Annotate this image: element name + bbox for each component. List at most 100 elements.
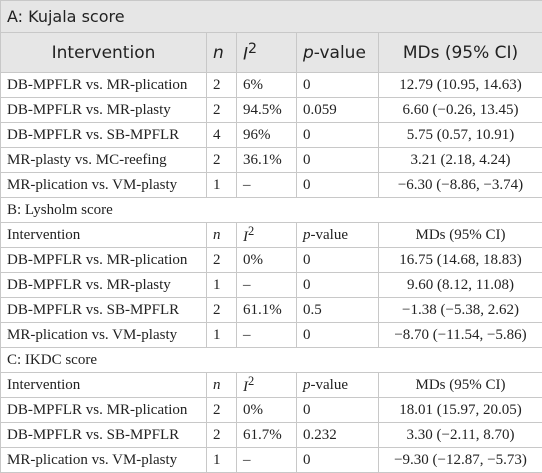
table-cell: DB-MPFLR vs. SB-MPFLR	[0, 122, 207, 148]
table-cell: MR-plication vs. VM-plasty	[0, 172, 207, 198]
table-cell: DB-MPFLR vs. MR-plasty	[0, 272, 207, 298]
table-cell: 2	[206, 72, 237, 98]
table-cell: 0	[296, 122, 379, 148]
table-cell: 2	[206, 147, 237, 173]
table-cell: MR-plasty vs. MC-reefing	[0, 147, 207, 173]
header-cell: Intervention	[0, 222, 207, 248]
table-cell: 0.232	[296, 422, 379, 448]
header-cell: I2	[236, 32, 297, 73]
section-title-row: B: Lysholm score	[0, 197, 542, 223]
table-cell: 1	[206, 447, 237, 473]
table-cell: 0	[296, 72, 379, 98]
header-cell: p-value	[296, 372, 379, 398]
header-text: p	[303, 42, 314, 63]
table-cell: 0	[296, 172, 379, 198]
table-cell: DB-MPFLR vs. MR-plasty	[0, 97, 207, 123]
header-cell: MDs (95% CI)	[377, 372, 542, 398]
header-text: -value	[310, 376, 348, 393]
header-cell: MDs (95% CI)	[377, 32, 542, 73]
data-row: MR-plication vs. VM-plasty 1–0 −9.30 (−12.…	[0, 447, 542, 473]
header-text: -value	[313, 42, 366, 63]
data-row: DB-MPFLR vs. MR-plication 2 0% 0 16.75 (14.6…	[0, 247, 542, 273]
data-row: MR-plasty vs. MC-reefing 2 36.1% 0 3.21 (2.1…	[0, 147, 542, 173]
table-cell: 3.30 (−2.11, 8.70)	[377, 422, 542, 448]
table-cell: 18.01 (15.97, 20.05)	[377, 397, 542, 423]
table-cell: DB-MPFLR vs. MR-plication	[0, 247, 207, 273]
data-row: DB-MPFLR vs. SB-MPFLR 4 96% 0 5.75 (0.57, 10…	[0, 122, 542, 148]
table-cell: 0%	[236, 397, 297, 423]
header-text: -value	[310, 226, 348, 243]
table-cell: 3.21 (2.18, 4.24)	[377, 147, 542, 173]
header-cell: p-value	[296, 32, 379, 73]
table-cell: 12.79 (10.95, 14.63)	[377, 72, 542, 98]
header-text: I	[243, 379, 248, 395]
table-cell: 0	[296, 272, 379, 298]
section-title-row: C: IKDC score	[0, 347, 542, 373]
table-cell: 61.1%	[236, 297, 297, 323]
table-cell: 0%	[236, 247, 297, 273]
table-cell: 5.75 (0.57, 10.91)	[377, 122, 542, 148]
table-cell: –	[236, 172, 297, 198]
header-sup: 2	[248, 224, 255, 238]
header-cell: MDs (95% CI)	[377, 222, 542, 248]
table-cell: 6%	[236, 72, 297, 98]
table-cell: –	[236, 322, 297, 348]
data-row: MR-plication vs. VM-plasty 1–0 −6.30 (−8.8…	[0, 172, 542, 198]
table-cell: 96%	[236, 122, 297, 148]
table-cell: −1.38 (−5.38, 2.62)	[377, 297, 542, 323]
header-cell: n	[206, 222, 237, 248]
data-row: DB-MPFLR vs. MR-plasty 1–0 9.60 (8.12, 11.…	[0, 272, 542, 298]
header-sup: 2	[248, 374, 255, 388]
table-cell: 0.059	[296, 97, 379, 123]
header-row: Intervention n I2 p-value MDs (95% CI)	[0, 372, 542, 398]
table-cell: 2	[206, 422, 237, 448]
header-row: Intervention n I2 p-value MDs (95% CI)	[0, 222, 542, 248]
table-cell: 0	[296, 447, 379, 473]
data-row: DB-MPFLR vs. MR-plication 2 0% 0 18.01 (15.9…	[0, 397, 542, 423]
table-cell: DB-MPFLR vs. MR-plication	[0, 397, 207, 423]
data-row: MR-plication vs. VM-plasty 1–0 −8.70 (−11.…	[0, 322, 542, 348]
table-cell: 0.5	[296, 297, 379, 323]
table-cell: MR-plication vs. VM-plasty	[0, 322, 207, 348]
header-cell: p-value	[296, 222, 379, 248]
header-cell: n	[206, 32, 237, 73]
table-cell: 9.60 (8.12, 11.08)	[377, 272, 542, 298]
table-cell: 0	[296, 322, 379, 348]
table-cell: 0	[296, 397, 379, 423]
table-cell: 36.1%	[236, 147, 297, 173]
header-text: n	[213, 42, 224, 63]
table-cell: 6.60 (−0.26, 13.45)	[377, 97, 542, 123]
header-text: p	[303, 226, 311, 243]
table-cell: −9.30 (−12.87, −5.73)	[377, 447, 542, 473]
header-text: n	[213, 226, 221, 243]
table-cell: −6.30 (−8.86, −3.74)	[377, 172, 542, 198]
table-cell: 2	[206, 397, 237, 423]
table-cell: 0	[296, 247, 379, 273]
table-cell: 1	[206, 272, 237, 298]
header-text: I	[243, 229, 248, 245]
data-row: DB-MPFLR vs. MR-plication 2 6% 0 12.79 (10.9…	[0, 72, 542, 98]
table-cell: 4	[206, 122, 237, 148]
table-cell: 61.7%	[236, 422, 297, 448]
table-cell: 1	[206, 322, 237, 348]
section-title-row: A: Kujala score	[0, 0, 542, 33]
header-sup: 2	[248, 40, 258, 57]
section-title: B: Lysholm score	[0, 197, 542, 223]
table-cell: MR-plication vs. VM-plasty	[0, 447, 207, 473]
data-row: DB-MPFLR vs. MR-plasty 2 94.5% 0.059 6.60 (−…	[0, 97, 542, 123]
table-cell: 1	[206, 172, 237, 198]
table-cell: 2	[206, 247, 237, 273]
header-cell: n	[206, 372, 237, 398]
table-cell: 2	[206, 97, 237, 123]
header-row: Intervention n I2 p-value MDs (95% CI)	[0, 32, 542, 73]
header-text: I	[243, 44, 249, 65]
table-cell: 2	[206, 297, 237, 323]
data-row: DB-MPFLR vs. SB-MPFLR 2 61.7% 0.232 3.30 (−2…	[0, 422, 542, 448]
header-text: n	[213, 376, 221, 393]
data-row: DB-MPFLR vs. SB-MPFLR 2 61.1% 0.5 −1.38 (−5.…	[0, 297, 542, 323]
table-cell: 94.5%	[236, 97, 297, 123]
table-cell: DB-MPFLR vs. SB-MPFLR	[0, 297, 207, 323]
header-cell: Intervention	[0, 372, 207, 398]
header-cell: I2	[236, 222, 297, 248]
